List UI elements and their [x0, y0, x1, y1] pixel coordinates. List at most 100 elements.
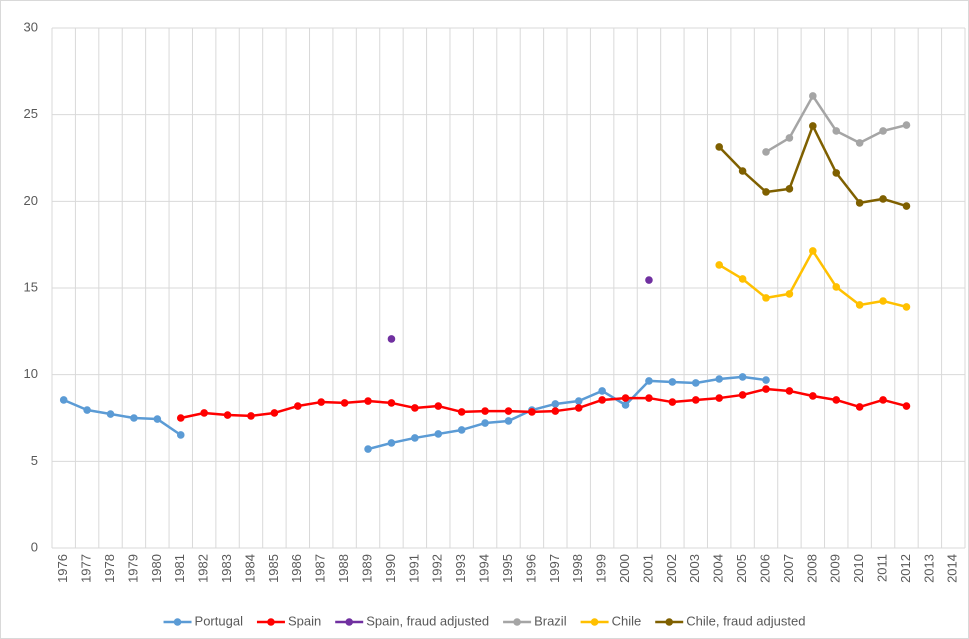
legend-item: Spain, fraud adjusted	[335, 613, 489, 628]
data-point	[387, 399, 396, 407]
data-point	[879, 297, 887, 305]
x-tick-label: 2004	[711, 554, 726, 583]
x-tick-label: 1998	[570, 554, 585, 583]
x-tick-label: 1995	[500, 554, 515, 583]
legend-swatch-marker	[345, 618, 354, 626]
series-line	[63, 375, 767, 451]
data-point	[832, 169, 841, 177]
x-tick-label: 2005	[734, 554, 749, 583]
legend-swatch-marker	[590, 618, 599, 626]
legend-swatch-marker	[513, 618, 521, 626]
data-point	[832, 396, 841, 404]
data-point	[785, 134, 794, 142]
legend-item: Chile, fraud adjusted	[655, 613, 805, 628]
legend-label: Portugal	[195, 613, 244, 628]
data-point	[832, 127, 841, 135]
data-point	[738, 391, 747, 399]
data-point	[715, 143, 723, 151]
data-point	[785, 290, 794, 298]
data-point	[504, 417, 513, 425]
x-tick-label: 1980	[149, 554, 164, 583]
data-point	[481, 407, 489, 415]
y-tick-label: 15	[24, 279, 38, 294]
data-point	[645, 377, 653, 385]
data-point	[691, 396, 700, 404]
data-point	[59, 396, 68, 404]
data-point	[668, 398, 677, 406]
data-point	[879, 396, 887, 404]
data-point	[855, 301, 864, 309]
x-tick-label: 2000	[617, 554, 632, 583]
y-tick-label: 5	[31, 453, 38, 468]
data-point	[200, 409, 208, 417]
data-point	[528, 408, 536, 416]
y-tick-label: 30	[24, 19, 38, 34]
x-tick-label: 1981	[172, 554, 187, 583]
x-tick-label: 1996	[523, 554, 538, 583]
x-tick-label: 1987	[313, 554, 328, 583]
data-point	[551, 400, 560, 408]
data-point	[434, 430, 443, 438]
data-point	[762, 148, 770, 156]
x-tick-label: 2001	[640, 554, 655, 583]
x-tick-label: 1984	[242, 554, 257, 583]
data-point	[294, 402, 302, 410]
x-tick-label: 1982	[196, 554, 211, 583]
x-tick-label: 2008	[804, 554, 819, 583]
data-point	[621, 394, 630, 402]
data-point	[340, 399, 349, 407]
data-point	[176, 414, 185, 422]
data-point	[317, 398, 326, 406]
data-point	[762, 294, 770, 302]
data-point	[809, 122, 817, 130]
data-point	[387, 335, 396, 343]
data-point	[902, 202, 911, 210]
data-point	[902, 303, 911, 311]
x-tick-label: 2010	[851, 554, 866, 583]
x-tick-label: 1994	[477, 554, 492, 583]
legend-label: Spain	[288, 613, 321, 628]
data-point	[270, 409, 279, 417]
x-tick-label: 2007	[781, 554, 796, 583]
data-point	[176, 431, 185, 439]
data-point	[832, 283, 841, 291]
x-tick-label: 1992	[430, 554, 445, 583]
data-point	[434, 402, 443, 410]
y-tick-label: 0	[31, 539, 38, 554]
legend-label: Brazil	[534, 613, 567, 628]
data-point	[738, 167, 747, 175]
x-tick-label: 1991	[406, 554, 421, 583]
data-point	[504, 407, 513, 415]
legend-item: Spain	[256, 613, 321, 628]
data-point	[902, 402, 911, 410]
x-tick-label: 1990	[383, 554, 398, 583]
x-tick-label: 2009	[828, 554, 843, 583]
data-point	[809, 247, 817, 255]
data-point	[715, 394, 723, 402]
x-tick-label: 1993	[453, 554, 468, 583]
x-tick-label: 2006	[757, 554, 772, 583]
legend-swatch-marker	[665, 618, 674, 626]
x-tick-label: 2014	[945, 554, 960, 583]
x-tick-label: 1979	[125, 554, 140, 583]
data-point	[738, 373, 747, 381]
y-tick-label: 25	[24, 106, 38, 121]
x-tick-label: 2013	[921, 554, 936, 583]
y-tick-label: 10	[24, 366, 38, 381]
x-tick-label: 1988	[336, 554, 351, 583]
x-tick-label: 1999	[594, 554, 609, 583]
data-point	[364, 445, 372, 453]
data-point	[153, 415, 162, 423]
data-point	[106, 410, 115, 418]
x-tick-label: 1976	[55, 554, 70, 583]
data-point	[645, 276, 653, 284]
data-point	[879, 195, 887, 203]
legend-label: Chile, fraud adjusted	[686, 613, 805, 628]
data-point	[223, 411, 232, 419]
data-point	[574, 404, 583, 412]
data-point	[387, 439, 396, 447]
data-point	[598, 396, 606, 404]
legend-item: Brazil	[503, 613, 567, 628]
x-tick-label: 1983	[219, 554, 234, 583]
